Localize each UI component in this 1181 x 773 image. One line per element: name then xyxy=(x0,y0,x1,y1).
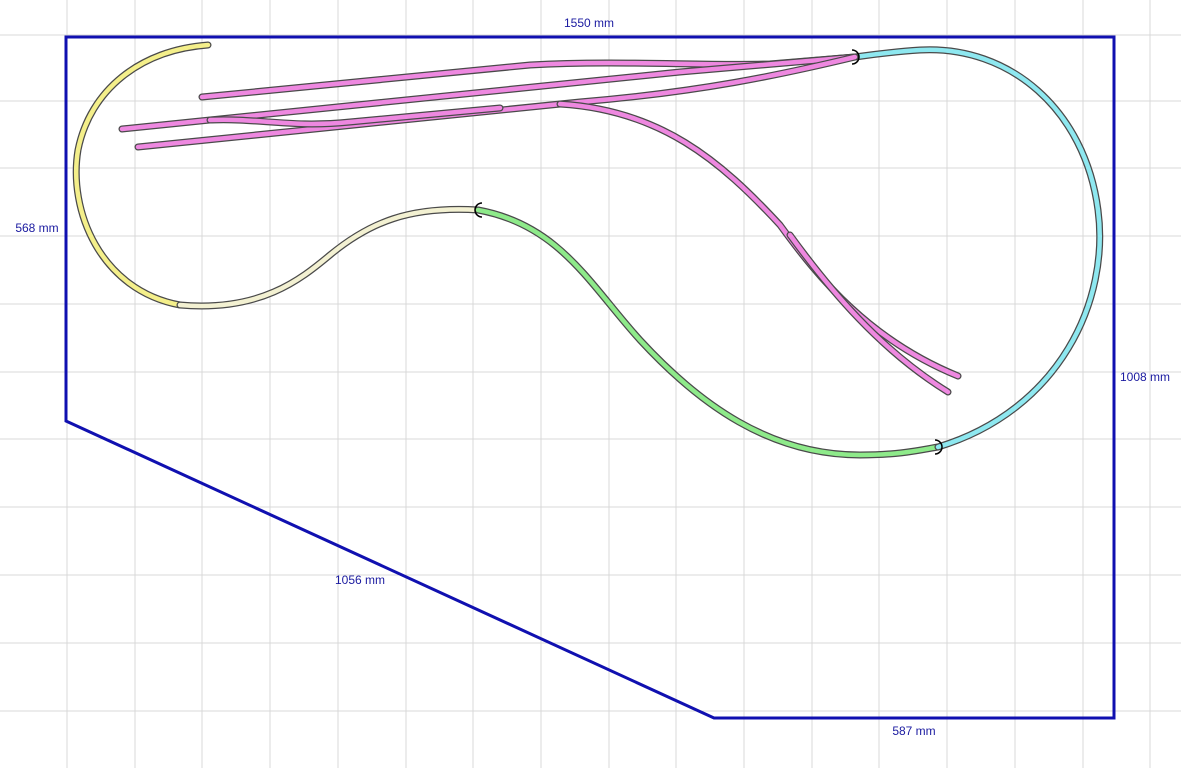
tracks xyxy=(72,41,1104,459)
dimension-label: 587 mm xyxy=(892,724,935,738)
dimension-label: 1056 mm xyxy=(335,573,385,587)
dimension-label: 568 mm xyxy=(15,221,58,235)
track-end-markers xyxy=(474,49,943,455)
board-outline xyxy=(64,35,1116,720)
dimension-label: 1550 mm xyxy=(564,16,614,30)
dimension-label: 1008 mm xyxy=(1120,370,1170,384)
